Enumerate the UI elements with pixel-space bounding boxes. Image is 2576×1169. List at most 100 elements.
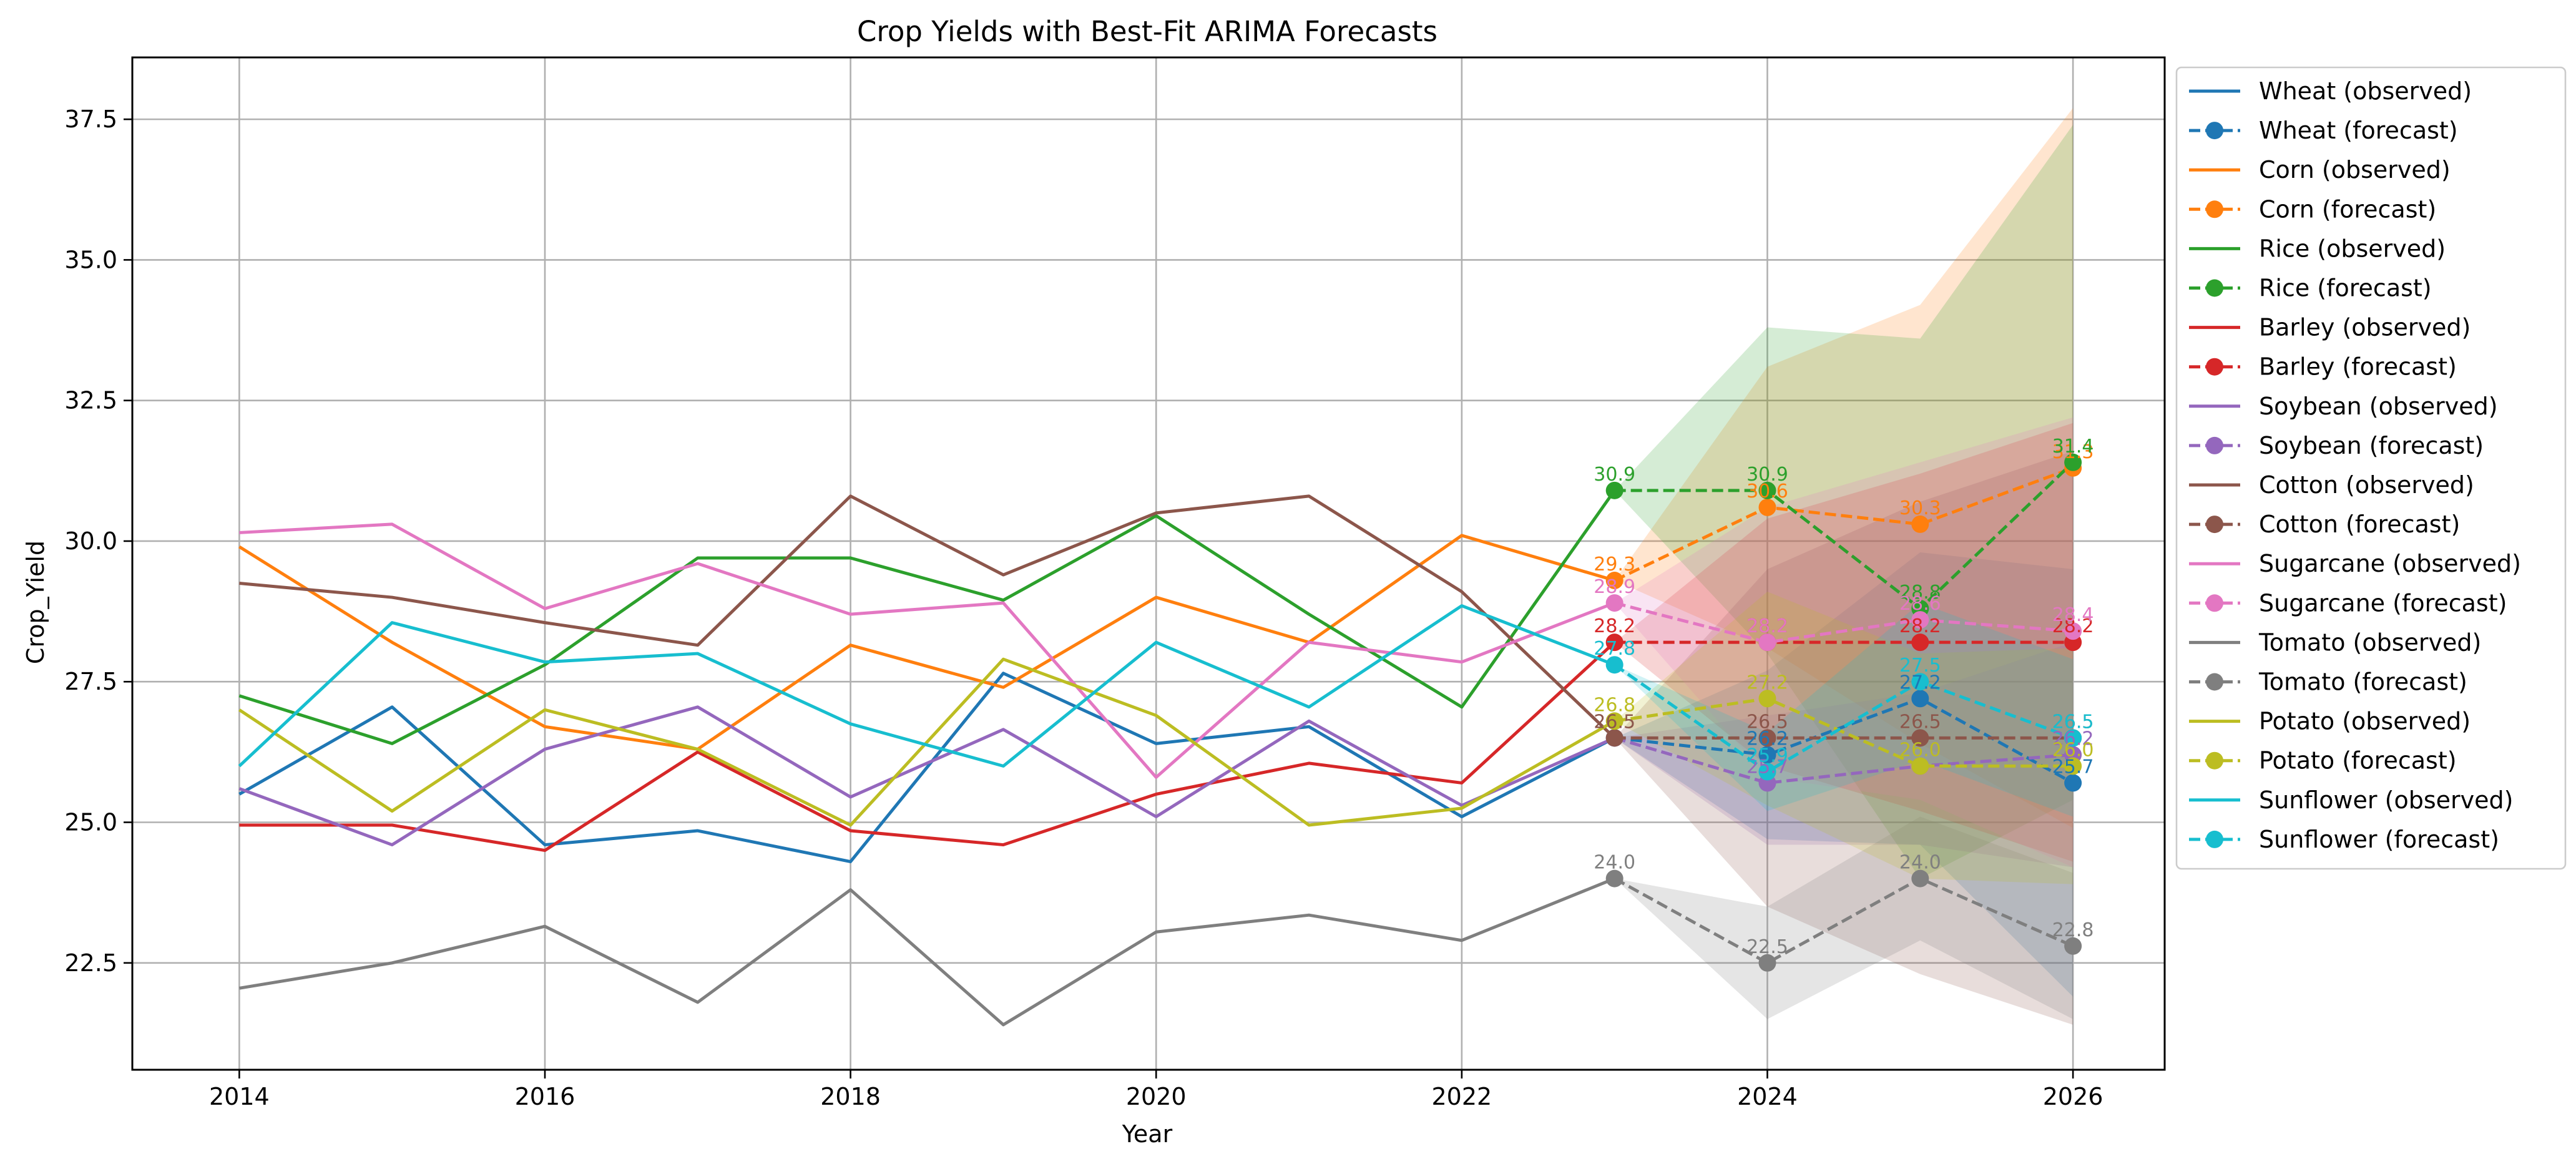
legend-cotton-forecast-marker xyxy=(2206,516,2223,534)
potato-forecast-point xyxy=(2064,757,2082,775)
sunflower-forecast-line xyxy=(1614,663,2074,774)
sugarcane-forecast-point xyxy=(1758,633,1776,652)
sunflower-forecast-point xyxy=(2064,729,2082,747)
sugarcane-forecast-value-label: 28.2 xyxy=(1746,615,1788,637)
barley-forecast-point xyxy=(1605,633,1623,652)
soybean-observed-line xyxy=(238,705,1615,847)
x-tick-label: 2022 xyxy=(1432,1083,1492,1110)
corn-forecast-value-label: 31.3 xyxy=(2052,441,2094,463)
legend: Wheat (observed) Wheat (forecast) Corn (ob… xyxy=(2175,66,2567,870)
sunflower-forecast-point xyxy=(1605,656,1623,674)
potato-forecast-value-label: 26.0 xyxy=(1899,739,1941,761)
barley-observed-line xyxy=(239,641,1616,853)
sunflower-forecast-value-label: 26.5 xyxy=(2052,711,2094,733)
cotton-observed-line xyxy=(239,494,1616,740)
cotton-forecast-value-label: 26.5 xyxy=(2052,711,2094,733)
forecast-value-labels: 26.2 27.2 25.7 29.3 30.6 30.3 31.3 30.9 30.9 28.8… xyxy=(1594,436,2094,958)
sunflower-forecast-point xyxy=(1758,763,1776,781)
wheat-forecast-value-label: 27.2 xyxy=(1899,672,1941,693)
y-tick-label: 35.0 xyxy=(64,246,117,273)
wheat-forecast-point xyxy=(2064,774,2082,792)
sugarcane-forecast-line xyxy=(1614,601,2074,644)
corn-forecast-point xyxy=(1605,572,1623,590)
x-tick-label: 2014 xyxy=(209,1083,270,1110)
y-axis-label: Crop_Yield xyxy=(22,540,49,664)
corn-forecast-value-label: 30.6 xyxy=(1746,481,1788,502)
corn-forecast-value-label: 29.3 xyxy=(1594,554,1635,575)
sunflower-observed-line xyxy=(238,604,1615,768)
tomato-forecast-value-label: 22.5 xyxy=(1746,936,1788,958)
legend-sugarcane-observed-label: Sugarcane (observed) xyxy=(2259,550,2521,577)
corn-forecast-point xyxy=(1758,498,1776,516)
forecast-markers xyxy=(1605,453,2082,972)
soybean-forecast-value-label: 25.7 xyxy=(1746,756,1788,778)
legend-cotton-forecast-label: Cotton (forecast) xyxy=(2259,511,2460,538)
potato-forecast-value-label: 26.8 xyxy=(1594,694,1635,716)
cotton-forecast-point xyxy=(1605,729,1623,747)
legend-box xyxy=(2175,66,2567,870)
legend-tomato-forecast-label: Tomato (forecast) xyxy=(2258,668,2467,696)
x-tick-label: 2016 xyxy=(515,1083,575,1110)
sugarcane-forecast-value-label: 28.9 xyxy=(1594,576,1635,598)
tomato-observed-line xyxy=(238,877,1615,1027)
legend-wheat-observed-label: Wheat (observed) xyxy=(2259,77,2472,105)
legend-potato-forecast-label: Potato (forecast) xyxy=(2259,747,2457,775)
wheat-forecast-point xyxy=(1911,690,1929,708)
x-axis-label: Year xyxy=(1122,1120,1173,1148)
rice-forecast-line xyxy=(1614,461,2074,611)
rice-forecast-value-label: 28.8 xyxy=(1899,582,1941,604)
legend-corn-forecast-marker xyxy=(2206,200,2223,218)
rice-confidence-band xyxy=(1614,125,2074,879)
potato-forecast-value-label: 27.2 xyxy=(1746,672,1788,693)
tomato-forecast-value-label: 22.8 xyxy=(2052,919,2094,941)
barley-forecast-value-label: 28.2 xyxy=(1746,615,1788,637)
legend-soybean-observed-label: Soybean (observed) xyxy=(2259,393,2498,420)
tomato-forecast-point xyxy=(1758,954,1776,972)
rice-forecast-value-label: 30.9 xyxy=(1594,464,1635,486)
potato-forecast-point xyxy=(1911,757,1929,775)
tomato-forecast-point xyxy=(1605,869,1623,888)
sugarcane-forecast-value-label: 28.6 xyxy=(1899,593,1941,615)
sugarcane-forecast-point xyxy=(1605,594,1623,612)
cotton-forecast-value-label: 26.5 xyxy=(1594,711,1635,733)
tomato-forecast-value-label: 24.0 xyxy=(1594,852,1635,874)
x-tick-label: 2024 xyxy=(1737,1083,1798,1110)
potato-forecast-point xyxy=(1605,712,1623,730)
potato-observed-line xyxy=(238,657,1615,827)
potato-forecast-point xyxy=(1758,690,1776,708)
legend-rice-forecast-label: Rice (forecast) xyxy=(2259,275,2432,302)
legend-corn-observed-label: Corn (observed) xyxy=(2259,156,2451,183)
y-tick-label: 37.5 xyxy=(64,105,117,133)
rice-forecast-point xyxy=(1605,481,1623,499)
legend-sunflower-forecast-marker xyxy=(2206,830,2223,848)
legend-wheat-forecast-marker xyxy=(2206,122,2223,140)
sunflower-forecast-value-label: 27.5 xyxy=(1899,655,1941,677)
cotton-forecast-point xyxy=(1911,729,1929,747)
y-tick-label: 30.0 xyxy=(64,527,117,555)
legend-rice-observed-label: Rice (observed) xyxy=(2259,235,2446,262)
legend-barley-forecast-label: Barley (forecast) xyxy=(2259,353,2457,381)
tomato-forecast-line xyxy=(1614,876,2074,965)
legend-sugarcane-forecast-label: Sugarcane (forecast) xyxy=(2259,589,2507,617)
wheat-forecast-line xyxy=(1614,697,2074,785)
y-tick-label: 22.5 xyxy=(64,949,117,977)
wheat-forecast-value-label: 25.7 xyxy=(2052,756,2094,778)
cotton-forecast-value-label: 26.5 xyxy=(1899,711,1941,733)
y-tick-label: 32.5 xyxy=(64,387,117,414)
y-tick-label: 25.0 xyxy=(64,809,117,836)
corn-observed-line xyxy=(238,534,1615,751)
axis-ticks: 2014 2016 2018 2020 2022 2024 2026 22.5 25.0 27.5… xyxy=(64,105,2103,1110)
legend-sunflower-forecast-label: Sunflower (forecast) xyxy=(2259,826,2499,853)
barley-forecast-value-label: 28.2 xyxy=(2052,615,2094,637)
legend-cotton-observed-label: Cotton (observed) xyxy=(2259,471,2474,499)
barley-forecast-value-label: 28.2 xyxy=(1899,615,1941,637)
sugarcane-forecast-value-label: 28.4 xyxy=(2052,604,2094,626)
grid xyxy=(132,57,2165,1070)
legend-corn-forecast-label: Corn (forecast) xyxy=(2259,195,2436,223)
sunflower-forecast-value-label: 25.9 xyxy=(1746,745,1788,766)
corn-forecast-value-label: 30.3 xyxy=(1899,497,1941,519)
legend-barley-forecast-marker xyxy=(2206,358,2223,376)
rice-forecast-point xyxy=(2064,453,2082,471)
